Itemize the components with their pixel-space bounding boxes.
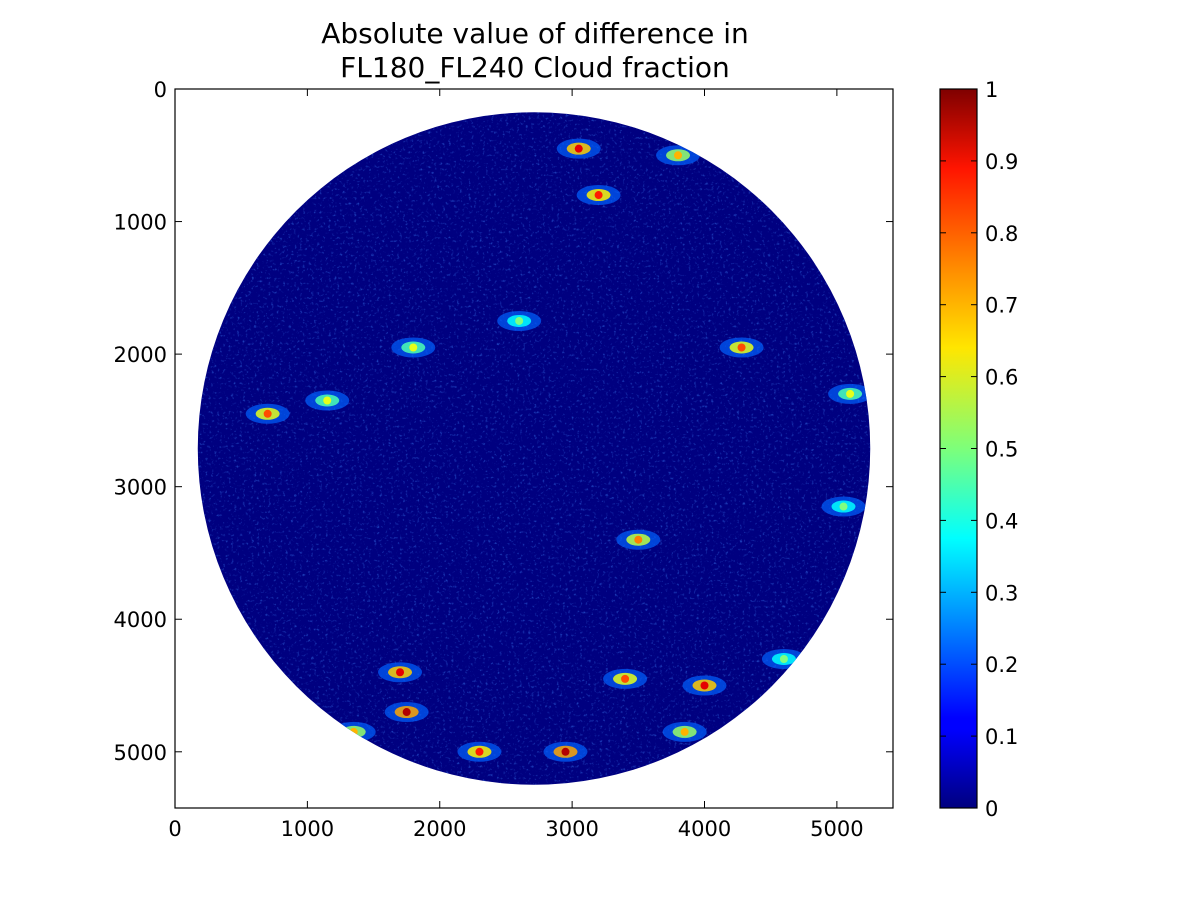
- colorbar-label-5: 0.5: [985, 438, 1018, 462]
- hotspot-16: [761, 649, 806, 670]
- hotspot-7: [821, 496, 866, 517]
- colorbar-label-2: 0.2: [985, 653, 1018, 677]
- hotspot-18: [497, 310, 542, 331]
- hotspot-14: [682, 675, 727, 696]
- y-tick-label-5: 5000: [114, 741, 167, 765]
- hotspot-2: [656, 145, 701, 166]
- hotspot-4: [305, 390, 350, 411]
- cloud-texture: [197, 112, 871, 785]
- colorbar-label-3: 0.3: [985, 581, 1018, 605]
- hotspot-12: [543, 741, 588, 762]
- hotspot-8: [378, 662, 423, 683]
- x-tick-label-1: 1000: [281, 817, 334, 841]
- y-tick-label-1: 1000: [114, 211, 167, 235]
- chart-title-line-2: FL180_FL240 Cloud fraction: [340, 51, 730, 84]
- hotspot-13: [603, 668, 648, 689]
- y-tick-label-0: 0: [154, 78, 167, 102]
- hotspot-19: [828, 383, 871, 404]
- colorbar-label-1: 0.1: [985, 725, 1018, 749]
- hotspot-3: [245, 403, 290, 424]
- x-tick-label-5: 5000: [810, 817, 863, 841]
- hotspot-10: [331, 721, 376, 742]
- hotspot-15: [662, 721, 707, 742]
- hotspot-5: [616, 529, 661, 550]
- x-tick-label-3: 3000: [545, 817, 598, 841]
- x-tick-label-4: 4000: [678, 817, 731, 841]
- colorbar-label-10: 1: [985, 78, 998, 102]
- hotspot-0: [556, 138, 601, 159]
- colorbar-label-0: 0: [985, 797, 998, 821]
- hotspot-9: [384, 702, 429, 723]
- plot-frame: [174, 88, 894, 809]
- y-tick-label-2: 2000: [114, 343, 167, 367]
- colorbar-label-7: 0.7: [985, 294, 1018, 318]
- y-tick-label-3: 3000: [114, 476, 167, 500]
- y-tick-label-4: 4000: [114, 608, 167, 632]
- hotspot-17: [391, 337, 436, 358]
- colorbar-label-8: 0.8: [985, 222, 1018, 246]
- hotspot-11: [457, 741, 502, 762]
- hotspot-1: [576, 185, 621, 206]
- chart-title-line-1: Absolute value of difference in: [321, 17, 749, 50]
- hotspot-6: [719, 337, 764, 358]
- colorbar-label-4: 0.4: [985, 509, 1018, 533]
- colorbar-label-9: 0.9: [985, 150, 1018, 174]
- x-tick-label-2: 2000: [413, 817, 466, 841]
- colorbar-label-6: 0.6: [985, 366, 1018, 390]
- x-tick-label-0: 0: [168, 817, 181, 841]
- cloud-speckle: [197, 112, 871, 785]
